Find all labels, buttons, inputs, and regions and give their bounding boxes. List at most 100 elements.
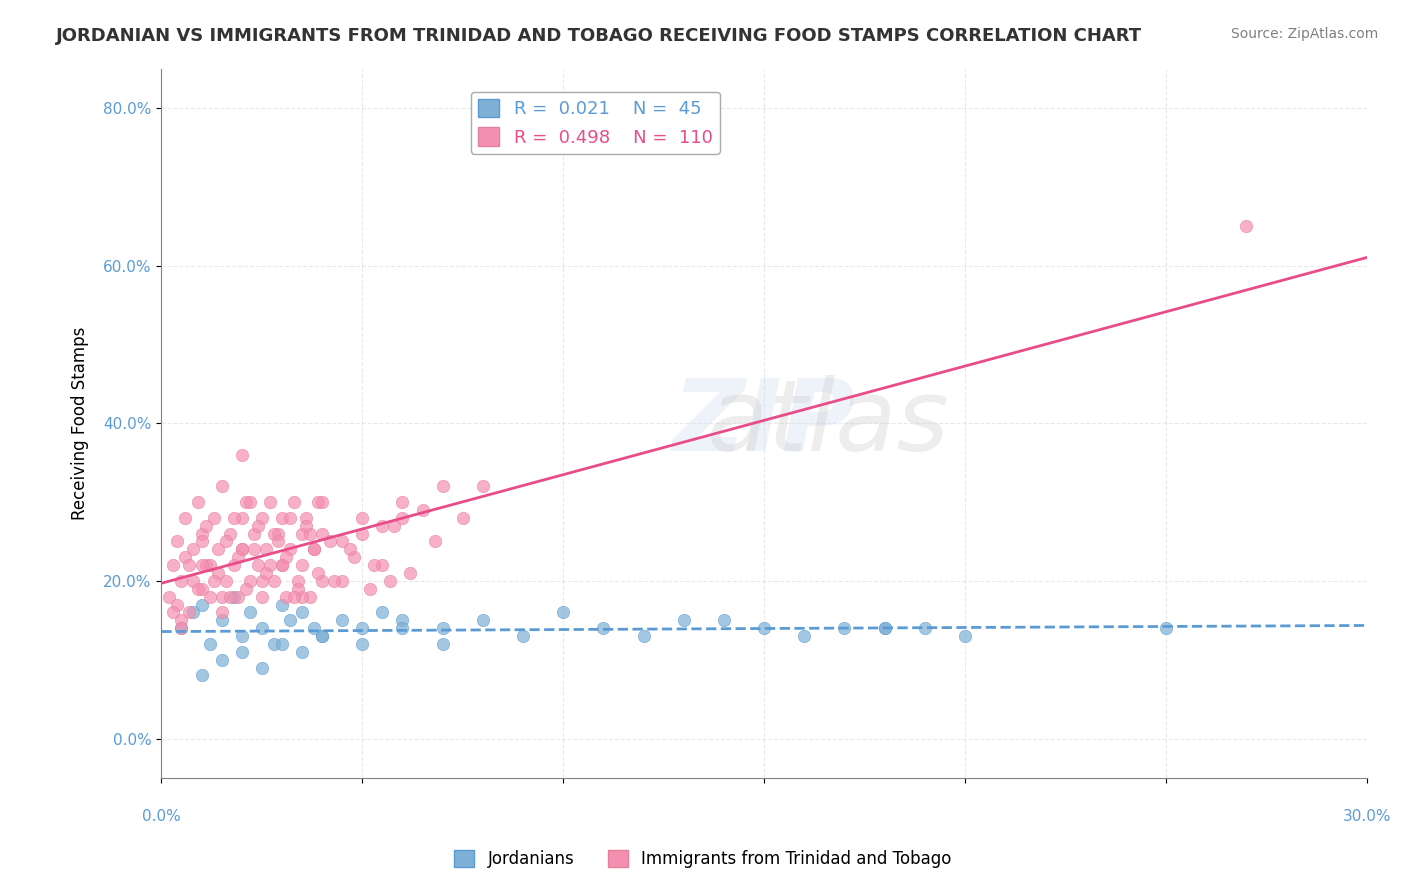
Point: [222, 590, 245, 604]
Point: [339, 542, 361, 557]
Point: [274, 550, 297, 565]
Point: [239, 495, 262, 509]
Point: [250, 660, 273, 674]
Point: [311, 526, 333, 541]
Point: [246, 558, 269, 573]
Point: [633, 629, 655, 643]
Point: [302, 621, 325, 635]
Point: [222, 558, 245, 573]
Point: [170, 613, 193, 627]
Point: [592, 621, 614, 635]
Point: [270, 598, 292, 612]
Point: [190, 582, 212, 596]
Point: [302, 542, 325, 557]
Text: 0.0%: 0.0%: [142, 809, 181, 824]
Point: [218, 526, 240, 541]
Point: [198, 590, 221, 604]
Point: [186, 582, 208, 596]
Point: [553, 606, 575, 620]
Point: [242, 542, 264, 557]
Point: [352, 511, 374, 525]
Point: [278, 511, 301, 525]
Point: [359, 582, 381, 596]
Point: [352, 526, 374, 541]
Point: [235, 582, 257, 596]
Point: [412, 503, 434, 517]
Point: [423, 534, 446, 549]
Point: [174, 550, 197, 565]
Point: [432, 479, 454, 493]
Point: [183, 542, 205, 557]
Point: [239, 606, 262, 620]
Point: [287, 574, 309, 588]
Point: [471, 613, 494, 627]
Text: ZIP: ZIP: [672, 375, 855, 472]
Point: [190, 534, 212, 549]
Point: [270, 558, 292, 573]
Point: [352, 621, 374, 635]
Point: [186, 495, 208, 509]
Point: [190, 526, 212, 541]
Point: [1234, 219, 1257, 234]
Point: [270, 558, 292, 573]
Point: [330, 613, 353, 627]
Point: [259, 558, 281, 573]
Point: [231, 542, 253, 557]
Point: [211, 606, 233, 620]
Point: [198, 637, 221, 651]
Point: [307, 495, 329, 509]
Point: [287, 582, 309, 596]
Legend: Jordanians, Immigrants from Trinidad and Tobago: Jordanians, Immigrants from Trinidad and…: [447, 843, 959, 875]
Point: [174, 511, 197, 525]
Point: [291, 558, 314, 573]
Point: [207, 542, 229, 557]
Point: [214, 574, 236, 588]
Point: [311, 495, 333, 509]
Point: [270, 511, 292, 525]
Point: [291, 526, 314, 541]
Point: [302, 542, 325, 557]
Point: [319, 534, 342, 549]
Point: [179, 558, 201, 573]
Point: [512, 629, 534, 643]
Point: [471, 479, 494, 493]
Point: [343, 550, 366, 565]
Point: [278, 542, 301, 557]
Point: [399, 566, 422, 580]
Point: [259, 495, 281, 509]
Point: [371, 558, 394, 573]
Point: [166, 598, 188, 612]
Point: [235, 495, 257, 509]
Point: [391, 613, 413, 627]
Point: [713, 613, 735, 627]
Point: [198, 558, 221, 573]
Point: [283, 495, 305, 509]
Point: [231, 542, 253, 557]
Point: [250, 511, 273, 525]
Text: atlas: atlas: [579, 375, 949, 472]
Point: [263, 574, 285, 588]
Point: [157, 590, 180, 604]
Point: [231, 629, 253, 643]
Point: [194, 558, 217, 573]
Point: [170, 574, 193, 588]
Point: [190, 668, 212, 682]
Point: [384, 518, 406, 533]
Point: [211, 479, 233, 493]
Text: JORDANIAN VS IMMIGRANTS FROM TRINIDAD AND TOBAGO RECEIVING FOOD STAMPS CORRELATI: JORDANIAN VS IMMIGRANTS FROM TRINIDAD AN…: [56, 27, 1142, 45]
Point: [267, 526, 290, 541]
Text: Source: ZipAtlas.com: Source: ZipAtlas.com: [1230, 27, 1378, 41]
Point: [170, 621, 193, 635]
Point: [202, 574, 225, 588]
Point: [207, 566, 229, 580]
Point: [298, 590, 321, 604]
Point: [793, 629, 815, 643]
Point: [222, 511, 245, 525]
Point: [179, 606, 201, 620]
Point: [391, 621, 413, 635]
Point: [250, 574, 273, 588]
Point: [166, 534, 188, 549]
Point: [231, 645, 253, 659]
Point: [250, 590, 273, 604]
Point: [311, 629, 333, 643]
